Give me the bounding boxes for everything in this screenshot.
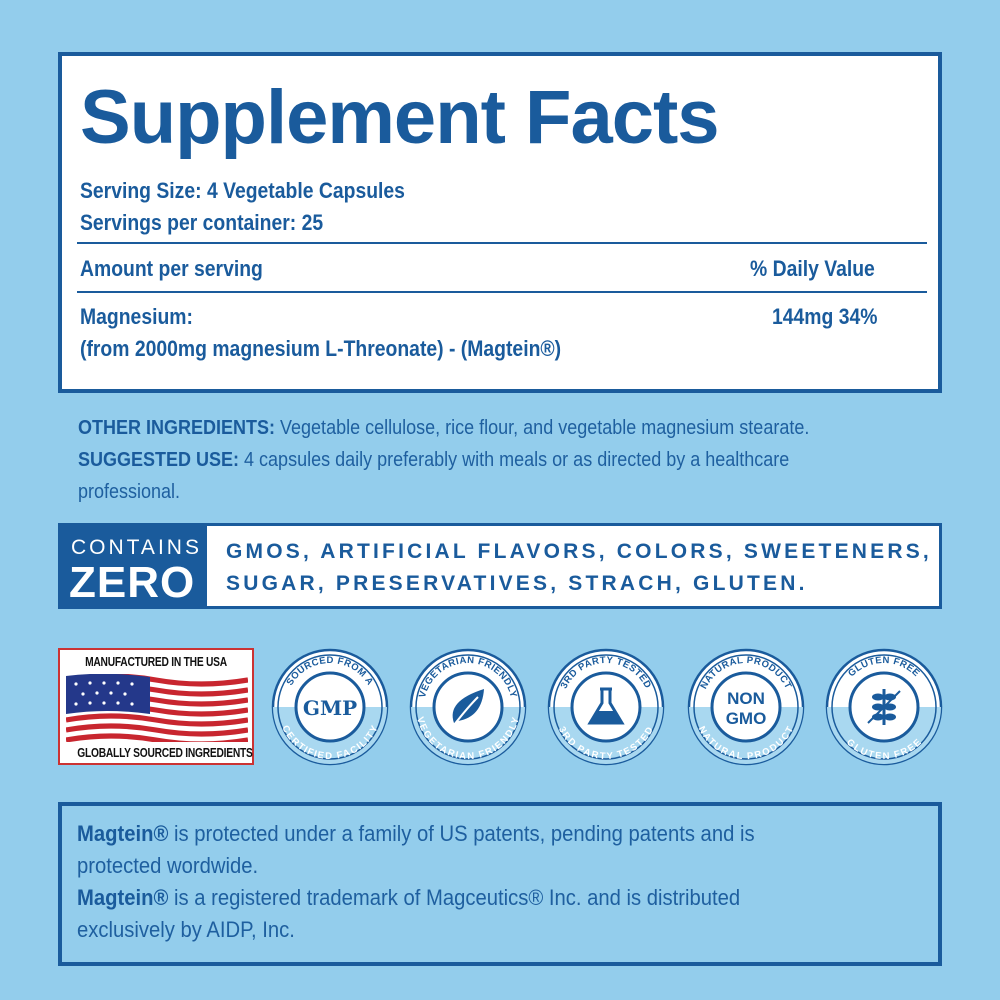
flask-icon bbox=[587, 687, 625, 725]
servings-per-container: Servings per container: 25 bbox=[80, 210, 324, 235]
page-title: Supplement Facts bbox=[80, 75, 720, 160]
divider bbox=[77, 291, 927, 293]
legal-line-3: is a registered trademark of Magceutics®… bbox=[168, 885, 741, 910]
us-flag-icon bbox=[66, 674, 248, 742]
use-text: 4 capsules daily preferably with meals o… bbox=[239, 449, 790, 471]
other-label: OTHER INGREDIENTS: bbox=[78, 417, 276, 439]
zero-text: ZERO bbox=[69, 558, 196, 607]
ingredient-source: (from 2000mg magnesium L-Threonate) - (M… bbox=[80, 336, 562, 361]
daily-value-header: % Daily Value bbox=[750, 256, 875, 281]
brand-name: Magtein® bbox=[77, 821, 169, 846]
legal-line-2: protected wordwide. bbox=[77, 853, 259, 878]
badge-leaf: VEGETARIAN FRIENDLY VEGETARIAN FRIENDLY bbox=[409, 648, 527, 766]
usa-bottom-text: GLOBALLY SOURCED INGREDIENTS bbox=[77, 746, 253, 760]
badge-flask: 3RD PARTY TESTED 3RD PARTY TESTED bbox=[547, 648, 665, 766]
badge-non-gmo: NATURAL PRODUCT NATURAL PRODUCT NON GMO bbox=[687, 648, 805, 766]
amount-header: Amount per serving bbox=[80, 256, 263, 281]
use-text-2: professional. bbox=[78, 481, 181, 503]
other-text: Vegetable cellulose, rice flour, and veg… bbox=[275, 417, 810, 439]
leaf-icon bbox=[452, 689, 484, 726]
gmp-icon: GMP bbox=[303, 696, 357, 720]
serving-size: Serving Size: 4 Vegetable Capsules bbox=[80, 178, 405, 203]
ingredient-name: Magnesium: bbox=[80, 304, 193, 329]
usa-top-text: MANUFACTURED IN THE USA bbox=[85, 655, 227, 669]
ingredient-amount: 144mg 34% bbox=[772, 304, 878, 329]
contains-zero-label: CONTAINS ZERO bbox=[61, 526, 207, 607]
badge-center-text: NON bbox=[727, 689, 765, 708]
zero-line-1: GMOS, ARTIFICIAL FLAVORS, COLORS, SWEETE… bbox=[226, 540, 932, 563]
badge-center-text: GMP bbox=[303, 696, 357, 720]
zero-line-2: SUGAR, PRESERVATIVES, STRACH, GLUTEN. bbox=[226, 572, 808, 595]
divider bbox=[77, 242, 927, 244]
contains-zero-banner: CONTAINS ZERO GMOS, ARTIFICIAL FLAVORS, … bbox=[58, 523, 942, 609]
badge-gmp: SOURCED FROM A CERTIFIED FACILITY GMP bbox=[271, 648, 389, 766]
legal-line-4: exclusively by AIDP, Inc. bbox=[77, 917, 295, 942]
made-in-usa-badge: MANUFACTURED IN THE USA GLOBALLY SOURCED… bbox=[58, 648, 254, 765]
badge-no-wheat: GLUTEN FREE GLUTEN FREE bbox=[825, 648, 943, 766]
legal-notice: Magtein® is protected under a family of … bbox=[58, 802, 942, 966]
brand-name: Magtein® bbox=[77, 885, 169, 910]
no-wheat-icon bbox=[867, 689, 901, 725]
supplement-facts-panel: Supplement Facts Serving Size: 4 Vegetab… bbox=[58, 52, 942, 393]
svg-text:GMO: GMO bbox=[726, 709, 767, 728]
other-ingredients: OTHER INGREDIENTS: Vegetable cellulose, … bbox=[78, 412, 933, 508]
legal-line-1: is protected under a family of US patent… bbox=[168, 821, 755, 846]
use-label: SUGGESTED USE: bbox=[78, 449, 240, 471]
contains-text: CONTAINS bbox=[71, 536, 202, 559]
